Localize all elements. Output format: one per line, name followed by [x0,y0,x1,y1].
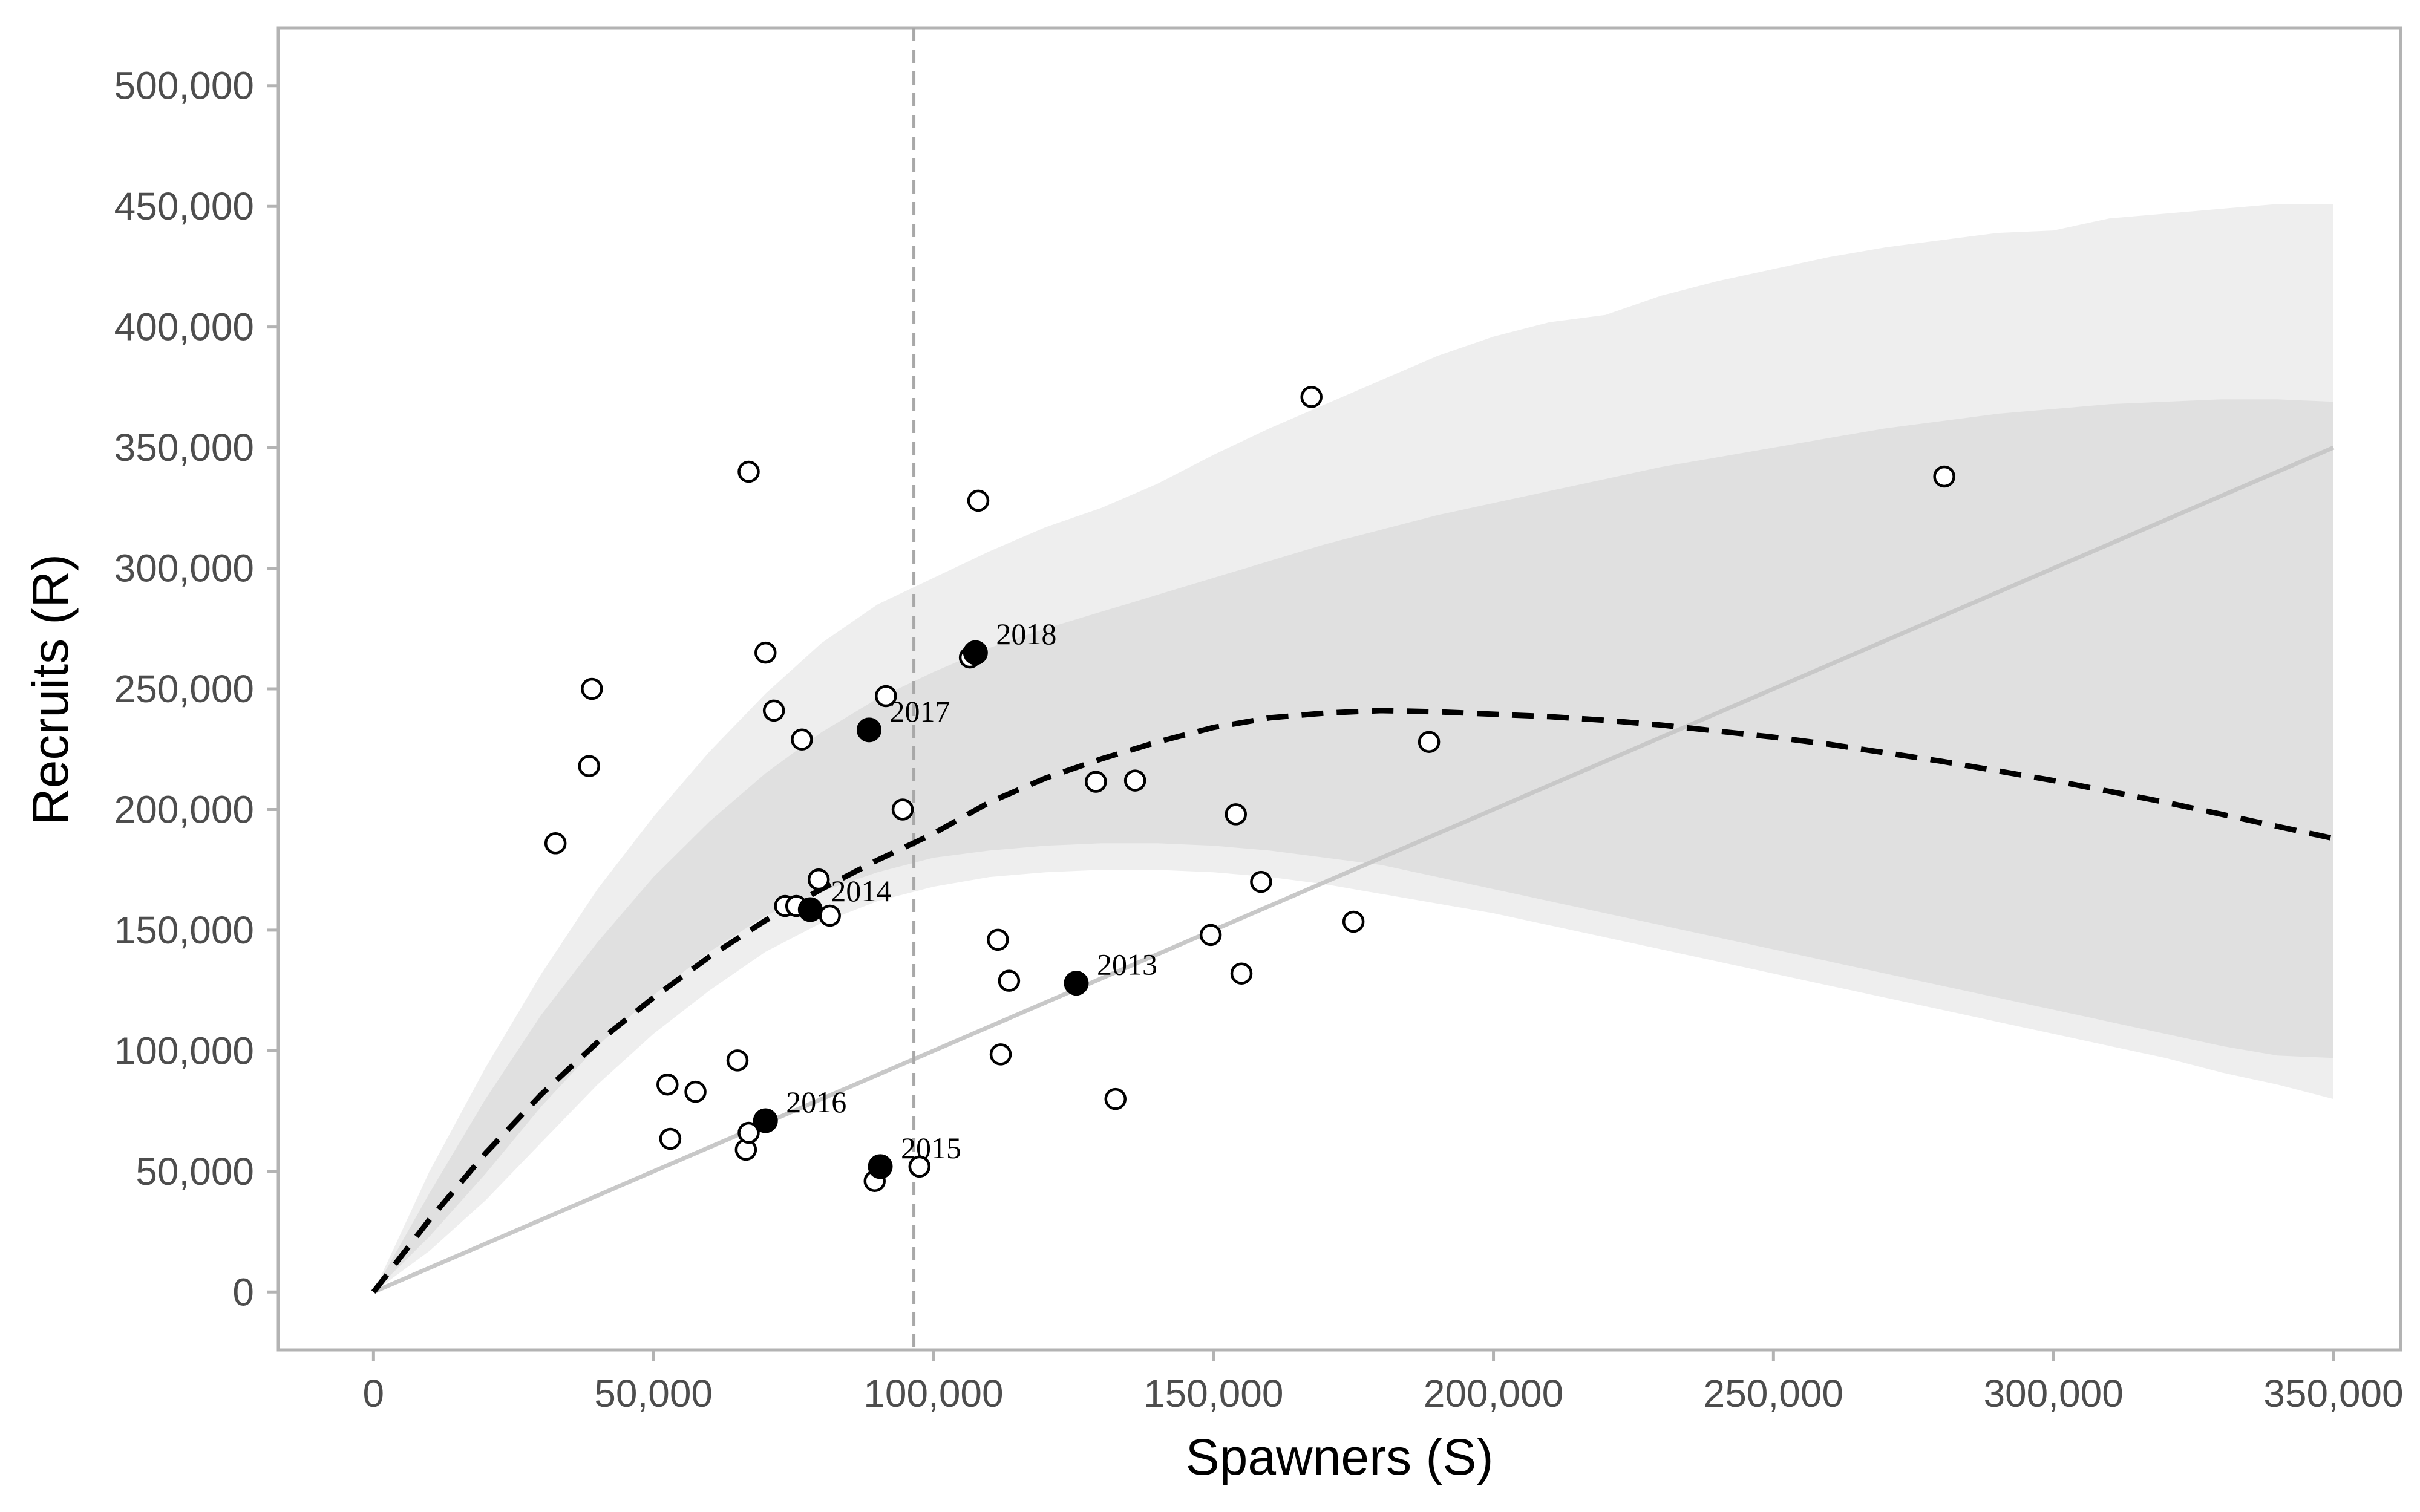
y-tick-label: 250,000 [114,667,254,711]
observation-point [754,641,777,664]
observation-point [989,1043,1012,1066]
y-tick-label: 300,000 [114,547,254,590]
inner-credible-band [373,399,2333,1292]
observation-point [1300,386,1323,408]
observation-point [998,969,1021,992]
y-tick-label: 450,000 [114,184,254,228]
reference-lines [371,28,2335,1350]
observation-point [581,677,603,700]
observation-point [1225,803,1248,826]
y-axis: 0 50,000 100,000 150,000 200,000 250,000 300,0… [114,64,278,1314]
observation-point [1085,771,1107,793]
observation-point [1104,1087,1127,1110]
y-tick-label: 400,000 [114,305,254,349]
x-axis-title: Spawners (S) [1186,1429,1494,1485]
y-tick-label: 150,000 [114,908,254,952]
x-axis: 0 50,000 100,000 150,000 200,000 250,000 300,0… [363,1350,2404,1415]
observation-point [1418,731,1441,754]
observation-point [656,1073,679,1096]
observation-point [1199,924,1222,947]
observation-point [967,489,990,512]
point-year-label: 2016 [786,1085,846,1119]
point-year-label: 2014 [831,874,891,908]
observation-point [1342,910,1365,933]
observation-point [819,904,841,927]
x-tick-label: 350,000 [2263,1372,2403,1415]
replacement-line [372,445,2335,1294]
observation-point [908,1155,931,1178]
observation-point [1933,465,1955,488]
observation-point [544,832,567,855]
y-tick-label: 0 [232,1270,254,1314]
observation-point [737,460,760,483]
point-year-label: 2015 [901,1131,961,1165]
x-tick-label: 100,000 [863,1372,1003,1415]
observation-point [737,1121,760,1144]
observation-point [791,728,813,751]
x-tick-label: 300,000 [1983,1372,2123,1415]
median-ricker-curve [371,708,2334,1294]
point-year-label: 2013 [1097,948,1157,982]
highlighted-point [1064,971,1089,996]
highlighted-point [963,640,988,665]
observation-point [659,1127,682,1150]
highlighted-point [868,1154,893,1179]
x-tick-label: 250,000 [1704,1372,1843,1415]
highlighted-point [857,717,882,743]
highlighted-point [797,897,823,922]
y-tick-label: 200,000 [114,787,254,831]
observation-point [1250,870,1272,893]
observation-point [762,699,785,722]
y-tick-label: 350,000 [114,426,254,469]
y-tick-label: 50,000 [136,1150,254,1193]
observation-point [891,798,914,821]
observation-point [726,1049,749,1072]
x-tick-label: 50,000 [594,1372,713,1415]
x-tick-label: 0 [363,1372,385,1415]
x-tick-label: 150,000 [1143,1372,1283,1415]
y-tick-label: 100,000 [114,1029,254,1072]
highlighted-point [753,1108,778,1133]
observation-point [684,1080,707,1103]
y-axis-title: Recruits (R) [22,554,79,825]
x-tick-label: 200,000 [1424,1372,1563,1415]
credible-bands [373,204,2333,1292]
observation-point [875,685,897,708]
observation-point [578,755,600,777]
point-year-label: 2018 [996,617,1056,651]
observation-point [987,928,1009,951]
point-year-label: 2017 [890,694,950,728]
observation-points: 2013 2014 2015 2016 2017 2018 [544,386,1955,1193]
observation-point [1230,962,1253,985]
observation-point [1123,769,1146,792]
observation-point [807,868,830,891]
y-tick-label: 500,000 [114,64,254,108]
